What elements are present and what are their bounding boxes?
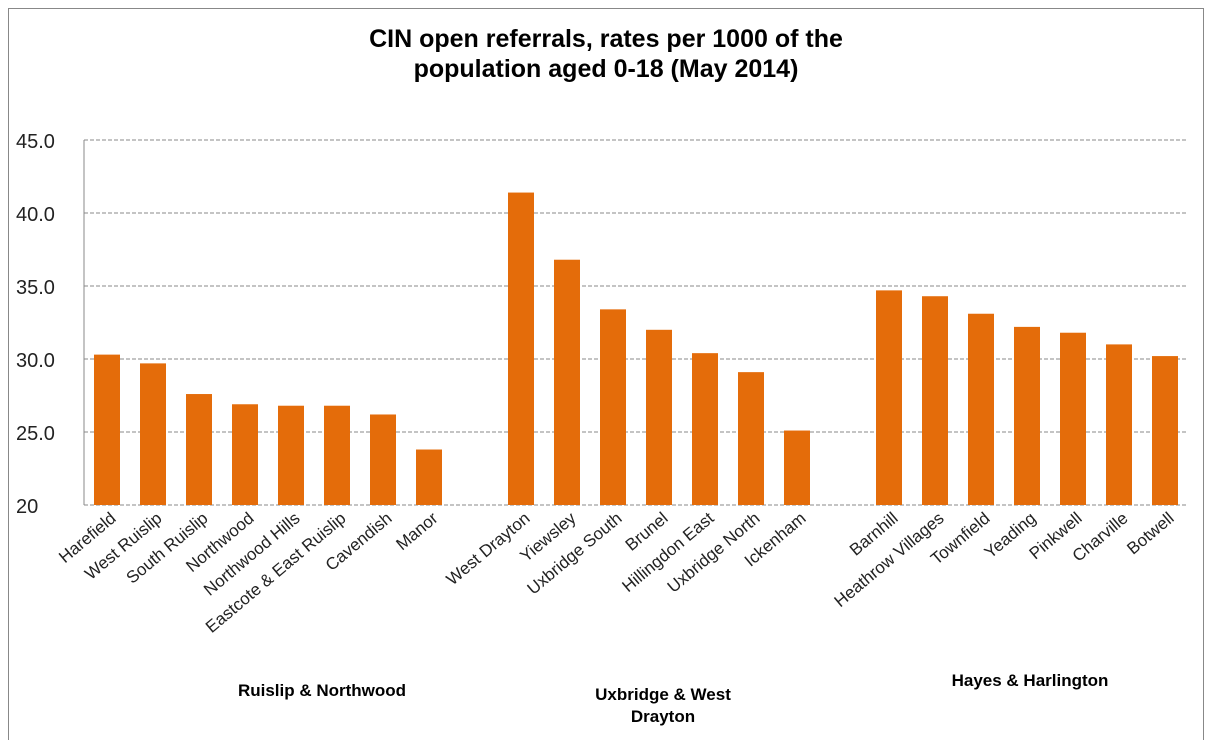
y-tick-label: 25.0 bbox=[16, 423, 55, 445]
bar bbox=[1014, 326, 1040, 505]
bar bbox=[692, 353, 718, 505]
y-tick-label: 45.0 bbox=[16, 131, 55, 153]
bar bbox=[186, 394, 212, 505]
bar bbox=[876, 290, 902, 505]
bar bbox=[1060, 332, 1086, 505]
x-tick-label: Manor bbox=[392, 508, 441, 554]
y-tick-label: 40.0 bbox=[16, 204, 55, 226]
bar bbox=[370, 414, 396, 505]
group-label: Hayes & Harlington bbox=[951, 671, 1109, 690]
bar bbox=[232, 404, 258, 505]
bar bbox=[508, 192, 534, 505]
bar bbox=[94, 354, 120, 505]
y-tick-label: 30.0 bbox=[16, 350, 55, 372]
bar bbox=[600, 309, 626, 505]
bar bbox=[922, 296, 948, 505]
group-label: Ruislip & Northwood bbox=[237, 681, 407, 700]
bar bbox=[416, 449, 442, 505]
bar bbox=[784, 430, 810, 505]
chart-title: CIN open referrals, rates per 1000 of th… bbox=[369, 25, 843, 83]
bar bbox=[1152, 356, 1178, 505]
bar bbox=[646, 329, 672, 505]
group-label: Uxbridge & West Drayton bbox=[595, 685, 731, 726]
bar bbox=[738, 372, 764, 505]
bar bbox=[140, 363, 166, 505]
bar bbox=[968, 313, 994, 505]
y-tick-label: 20 bbox=[16, 496, 38, 518]
bar bbox=[1106, 344, 1132, 505]
bar bbox=[324, 405, 350, 505]
bar bbox=[278, 405, 304, 505]
x-tick-label: Botwell bbox=[1123, 509, 1177, 559]
frame bbox=[8, 8, 1204, 740]
y-tick-label: 35.0 bbox=[16, 277, 55, 299]
bar bbox=[554, 259, 580, 505]
